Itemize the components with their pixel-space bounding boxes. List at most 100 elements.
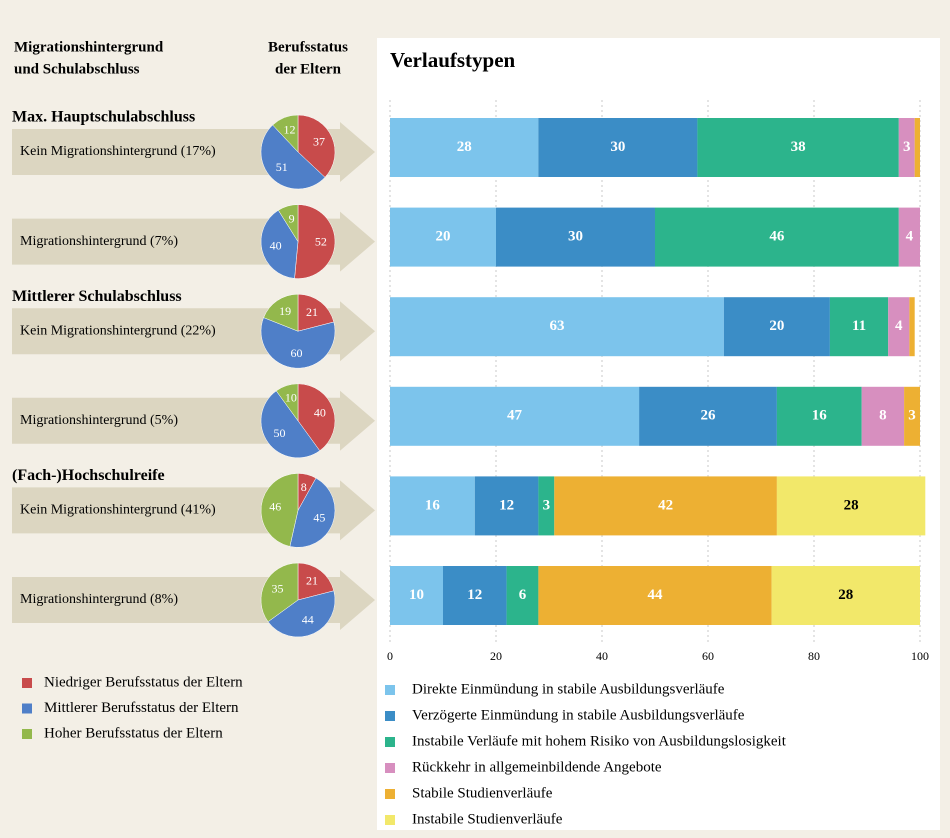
bar-label: 6 [519, 587, 527, 603]
pie-slice [260, 124, 326, 190]
bar-label: 30 [610, 139, 625, 155]
bar-segment [639, 386, 777, 446]
bar-segment [914, 118, 920, 177]
bar-label: 3 [543, 497, 551, 513]
row-header: und Schulabschluss [14, 61, 140, 77]
pie-slice [260, 390, 321, 458]
legend-label: Rückkehr in allgemeinbildende Angebote [412, 759, 662, 775]
bar-label: 63 [549, 318, 564, 334]
pie-label: 40 [314, 405, 326, 419]
group-heading: Max. Hauptschulabschluss [12, 109, 195, 126]
bar-label: 20 [436, 229, 451, 245]
pie-slice [260, 562, 299, 623]
pie-slice [263, 293, 299, 332]
row-label: Kein Migrationshintergrund (22%) [20, 323, 216, 338]
bar-label: 30 [568, 229, 583, 245]
legend-swatch [385, 789, 395, 799]
bar-label: 3 [908, 408, 916, 424]
bar-segment [538, 118, 698, 177]
pie-label: 19 [279, 304, 291, 318]
pie-label: 50 [273, 426, 285, 440]
pie-label: 52 [315, 234, 327, 248]
bar-label: 46 [769, 229, 785, 245]
bar-label: 16 [425, 497, 441, 513]
x-tick-label: 80 [808, 649, 820, 663]
bar-label: 20 [769, 318, 784, 334]
pie-slice [294, 204, 336, 279]
legend-swatch [385, 737, 395, 747]
pie-label: 21 [306, 305, 318, 319]
pie-label: 40 [270, 239, 282, 253]
pie-slice [297, 114, 336, 178]
pie-label: 46 [269, 500, 281, 514]
legend-swatch [385, 685, 395, 695]
legend-swatch [22, 678, 32, 688]
legend-label: Niedriger Berufsstatus der Eltern [44, 674, 243, 690]
pie-slice [272, 114, 299, 153]
bar-segment [861, 386, 905, 446]
bar-label: 28 [838, 587, 853, 603]
bar-segment [771, 566, 920, 625]
bar-segment [898, 118, 915, 177]
bar-segment [776, 476, 926, 536]
pie-header: der Eltern [275, 61, 342, 77]
pie-label: 10 [285, 391, 297, 405]
x-tick-label: 40 [596, 649, 608, 663]
legend-label: Direkte Einmündung in stabile Ausbildung… [412, 681, 725, 697]
x-tick-label: 100 [911, 649, 929, 663]
bar-label: 12 [467, 587, 482, 603]
bar-segment [829, 297, 889, 357]
pie-label: 35 [272, 581, 284, 595]
pie-slice [297, 383, 336, 452]
pie-slice [289, 477, 336, 548]
bar-label: 42 [658, 497, 673, 513]
bar-segment [443, 566, 507, 625]
legend-label: Instabile Verläufe mit hohem Risiko von … [412, 733, 787, 749]
row-label: Kein Migrationshintergrund (17%) [20, 144, 216, 159]
bar-segment [390, 207, 496, 267]
pie-label: 37 [313, 135, 325, 149]
group-heading: (Fach-)Hochschulreife [12, 467, 165, 484]
bar-segment [390, 566, 443, 625]
chart-title: Verlaufstypen [390, 48, 516, 72]
legend-swatch [22, 703, 32, 714]
pie-label: 9 [289, 211, 295, 225]
legend-label: Hoher Berufsstatus der Eltern [44, 725, 223, 741]
bar-segment [390, 386, 640, 446]
bar-segment [898, 207, 920, 267]
bar-label: 4 [895, 318, 903, 334]
pie-slice [297, 562, 335, 601]
pie-slice [275, 383, 299, 422]
legend-label: Instabile Studienverläufe [412, 811, 563, 827]
row-label: Kein Migrationshintergrund (41%) [20, 503, 216, 518]
bar-segment [697, 118, 899, 177]
bar-segment [776, 386, 862, 446]
bar-label: 11 [852, 318, 866, 334]
bar-segment [496, 207, 655, 267]
pie-label: 51 [276, 160, 288, 174]
bar-label: 28 [844, 497, 859, 513]
bar-label: 47 [507, 408, 523, 424]
legend-swatch [385, 815, 395, 825]
bar-segment [538, 476, 555, 536]
bar-segment [474, 476, 539, 536]
bar-segment [390, 476, 475, 536]
pie-label: 60 [291, 346, 303, 360]
pie-header: Berufsstatus [268, 39, 348, 55]
bar-label: 44 [648, 587, 664, 603]
legend-swatch [385, 763, 395, 773]
pie-label: 8 [301, 480, 307, 494]
pie-label: 44 [302, 613, 314, 627]
legend-label: Stabile Studienverläufe [412, 785, 553, 801]
bar-segment [655, 207, 899, 267]
x-tick-label: 20 [490, 649, 502, 663]
bar-label: 10 [409, 587, 424, 603]
pie-label: 12 [284, 122, 296, 136]
legend-swatch [22, 729, 32, 739]
pie-slice [260, 473, 299, 547]
legend-label: Verzögerte Einmündung in stabile Ausbild… [412, 707, 745, 723]
bar-segment [506, 566, 539, 625]
pie-slice [297, 293, 335, 332]
bar-label: 16 [812, 408, 828, 424]
